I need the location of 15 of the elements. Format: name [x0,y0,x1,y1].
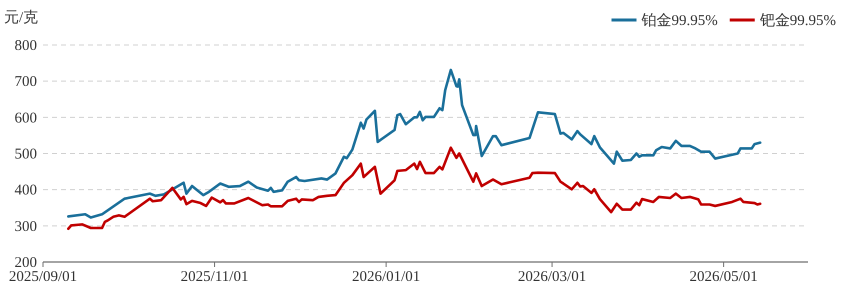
x-tick-label: 2025/09/01 [8,269,78,285]
y-tick-label: 800 [14,38,37,54]
y-tick-label: 300 [14,218,37,235]
y-tick-label: 700 [14,74,37,90]
y-tick-label: 400 [14,182,37,199]
legend-label: 钯金99.95% [758,12,836,29]
y-tick-label: 500 [14,146,37,162]
y-tick-label: 200 [14,255,37,271]
y-tick-label: 600 [14,110,37,126]
x-tick-label: 2025/11/01 [180,269,248,285]
x-tick-label: 2026/01/01 [352,269,420,285]
y-axis-title: 元/克 [4,9,38,26]
x-tick-label: 2026/05/01 [689,269,758,285]
legend-label: 铂金99.95% [640,12,718,29]
x-tick-label: 2026/03/01 [518,269,586,285]
